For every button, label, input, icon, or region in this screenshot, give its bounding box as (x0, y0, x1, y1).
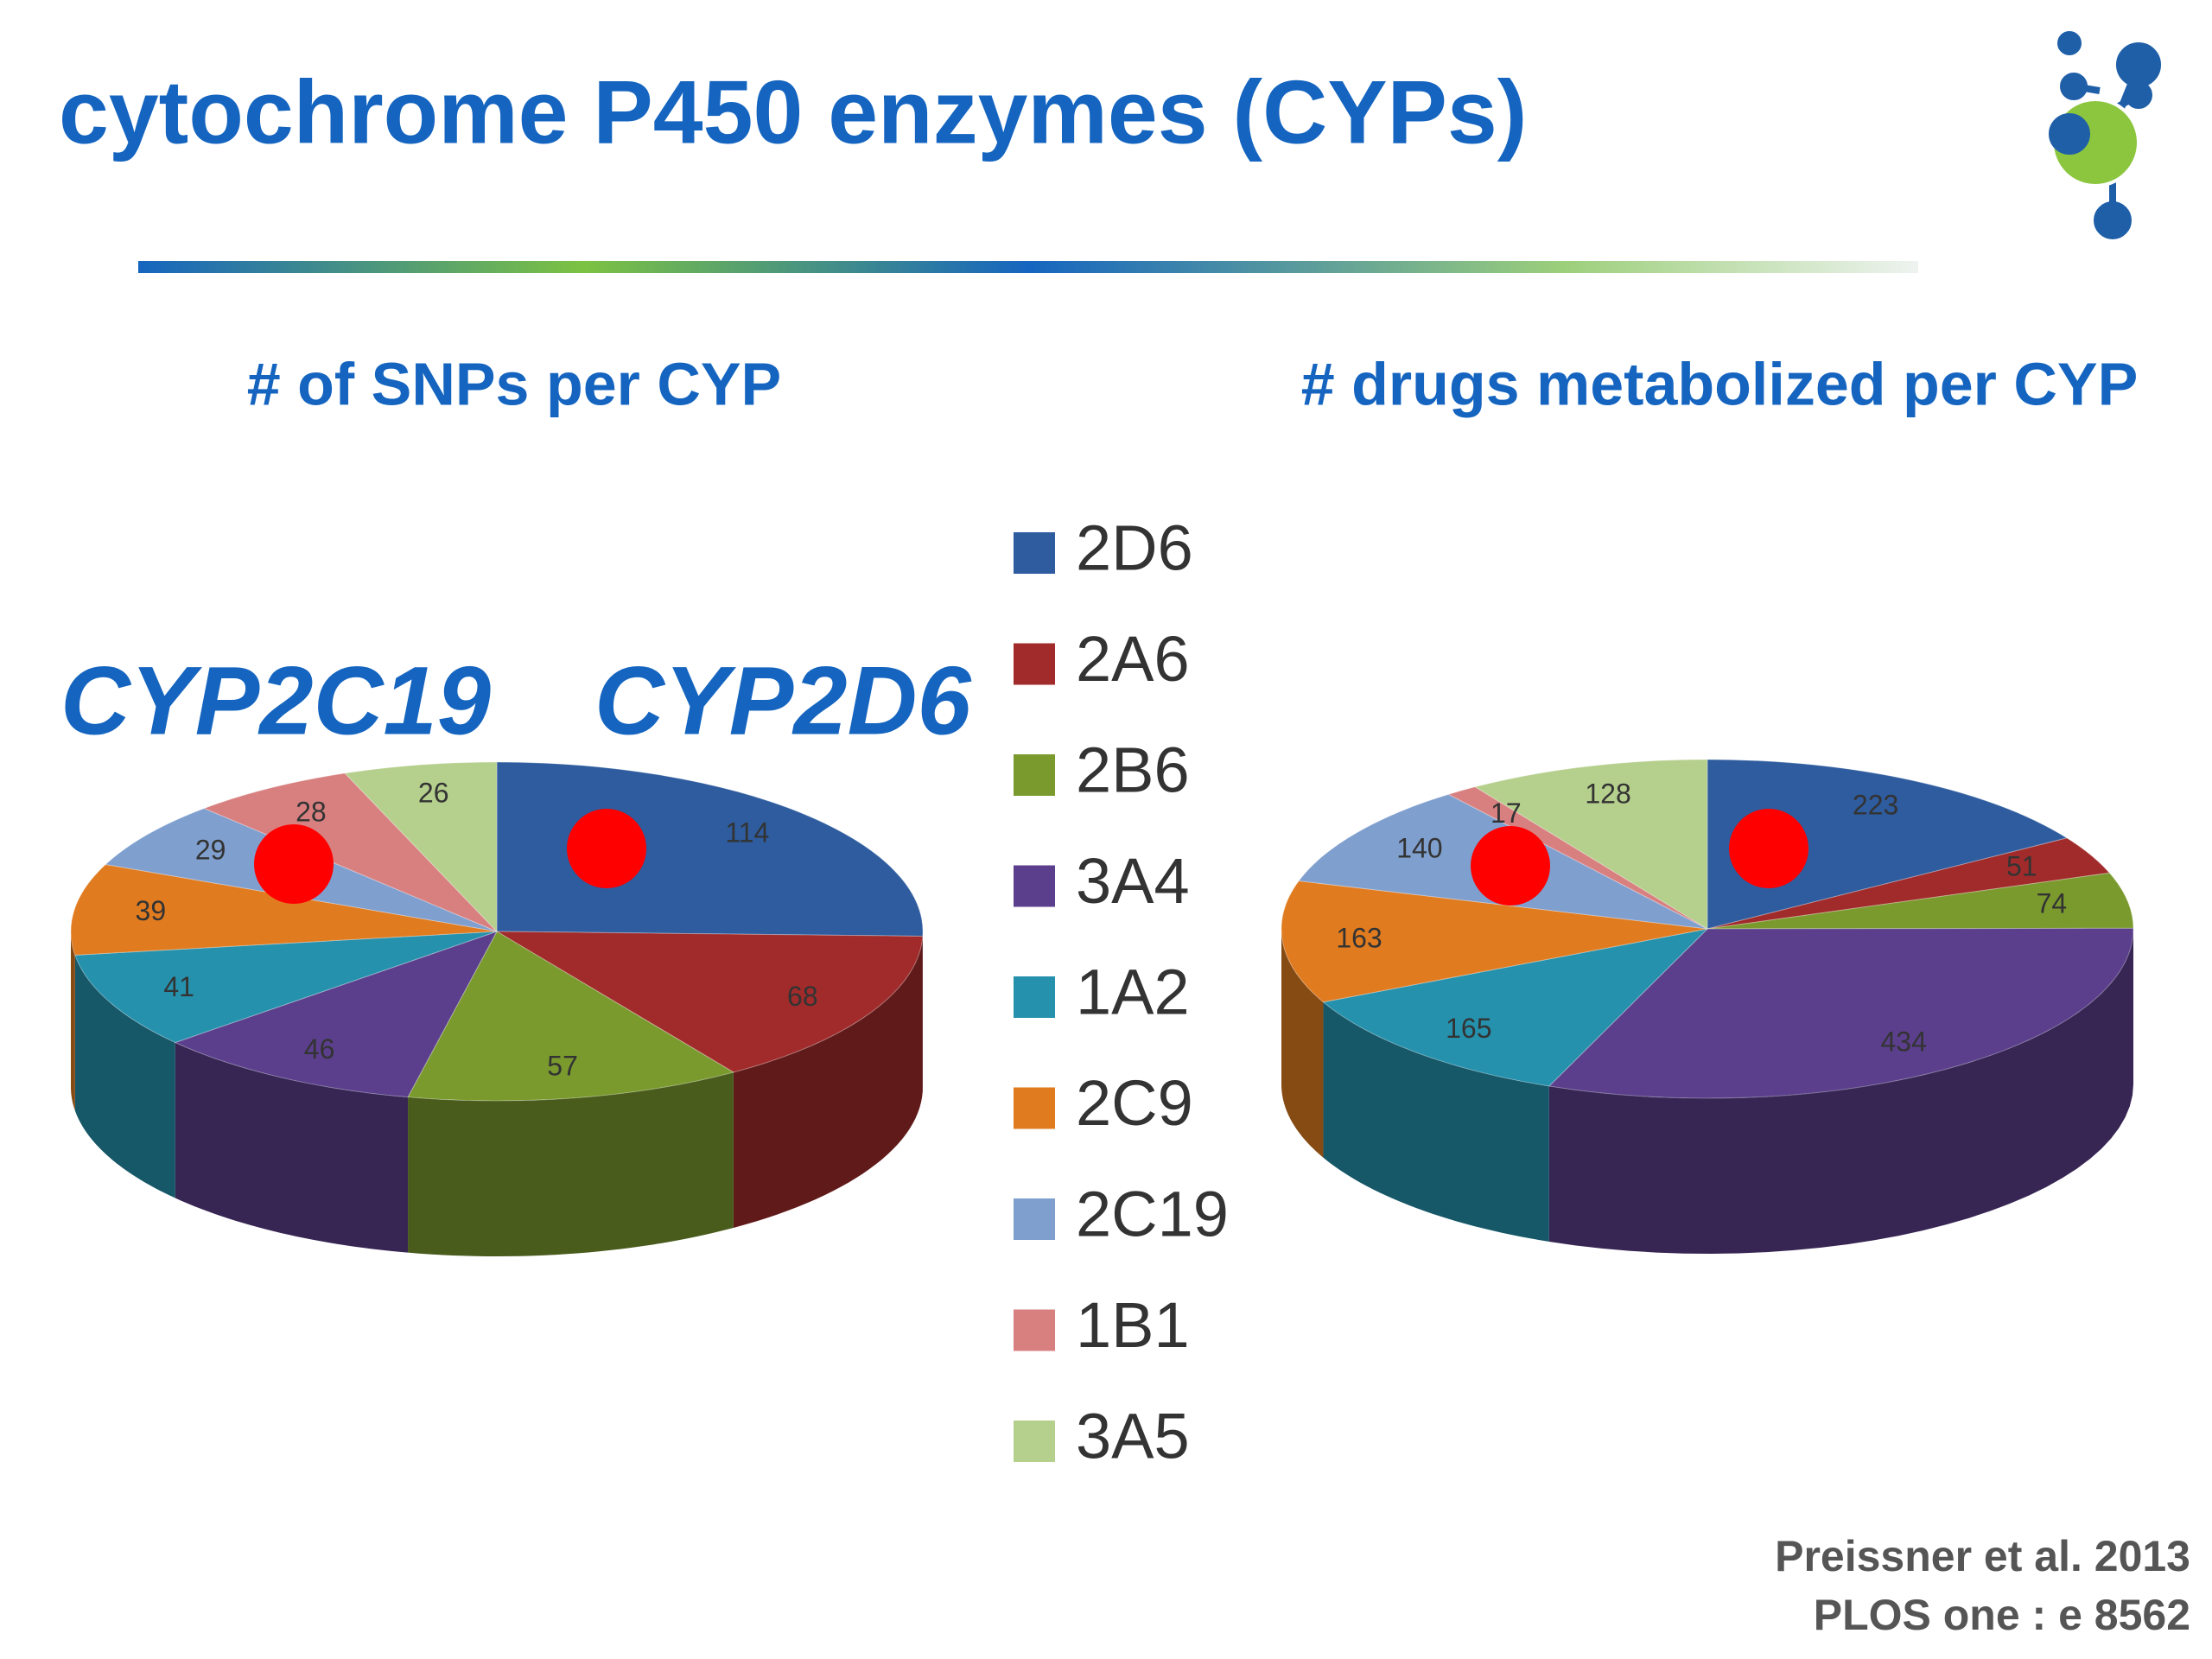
pie-side (175, 1042, 409, 1253)
value-label: 68 (787, 981, 818, 1012)
pie-slice (1707, 837, 2111, 930)
pie-title: # of SNPs per CYP (247, 350, 782, 417)
value-label: 26 (418, 777, 449, 808)
pie-slice (1447, 786, 1708, 930)
pie: 114 68 57 46 41 39 29 28 26 (70, 761, 924, 1256)
source-line: Preissner et al. 2013 (1775, 1532, 2190, 1580)
pie-side (74, 955, 175, 1198)
legend-swatch (1014, 1198, 1055, 1240)
logo (2049, 31, 2161, 239)
legend-swatch (1014, 754, 1055, 796)
legend-label: 2C9 (1076, 1067, 1193, 1139)
value-label: 163 (1336, 922, 1382, 953)
source-line: PLOS one : e 8562 (1814, 1591, 2190, 1639)
value-label: 39 (136, 895, 167, 926)
highlight-dot (567, 809, 646, 888)
slide-title: cytochrome P450 enzymes (CYPs) (59, 62, 1527, 162)
legend-swatch (1014, 1309, 1055, 1351)
pie-slice (202, 772, 498, 932)
value-label: 28 (296, 796, 327, 827)
legend-swatch (1014, 643, 1055, 685)
value-label: 114 (725, 817, 769, 848)
pie-side (408, 1071, 734, 1256)
pie-slice (1281, 880, 1708, 1003)
pie-slice (174, 931, 499, 1098)
value-label: 165 (1446, 1013, 1491, 1044)
annotation: CYP2D6 (594, 647, 971, 755)
highlight-dot (1729, 809, 1808, 888)
legend-label: 1B1 (1076, 1289, 1190, 1361)
pie-title: # drugs metabolized per CYP (1301, 350, 2139, 417)
pie-slice (495, 931, 924, 1073)
pie-slice (344, 761, 498, 933)
annotation: CYP2C19 (60, 647, 491, 755)
pie-slice (496, 761, 924, 938)
value-label: 51 (2006, 850, 2037, 881)
value-label: 41 (163, 971, 194, 1002)
highlight-dot (1471, 826, 1550, 906)
pie-side (71, 931, 75, 1111)
pie-side (733, 936, 923, 1228)
legend-label: 3A5 (1076, 1401, 1190, 1472)
legend-label: 1A2 (1076, 957, 1190, 1028)
legend-swatch (1014, 865, 1055, 907)
value-label: 434 (1880, 1026, 1926, 1057)
legend-label: 2C19 (1076, 1179, 1229, 1250)
pie-slice (407, 931, 735, 1102)
legend-label: 2A6 (1076, 623, 1190, 695)
value-label: 223 (1853, 790, 1898, 821)
title-rule (138, 261, 1918, 273)
pie-slice (70, 863, 498, 956)
legend-swatch (1014, 976, 1055, 1018)
value-label: 140 (1396, 832, 1442, 863)
pie-slice (1548, 927, 2134, 1099)
pie-slice (1473, 759, 1708, 930)
value-label: 46 (304, 1033, 335, 1065)
pie-slice (1707, 759, 2069, 930)
pie-side (1281, 929, 1324, 1158)
legend-swatch (1014, 1087, 1055, 1129)
legend-swatch (1014, 532, 1055, 574)
pie-side (1323, 1001, 1549, 1242)
legend-label: 2B6 (1076, 734, 1190, 806)
legend-label: 2D6 (1076, 512, 1193, 584)
legend-label: 3A4 (1076, 845, 1190, 917)
pie-slice (1322, 928, 1709, 1087)
pie-slice (74, 931, 498, 1044)
legend-swatch (1014, 1421, 1055, 1462)
value-label: 57 (547, 1050, 578, 1081)
pie-slice (1707, 872, 2134, 930)
value-label: 17 (1491, 798, 1522, 829)
value-label: 128 (1585, 778, 1630, 809)
pie-side (1548, 929, 2133, 1254)
value-label: 74 (2037, 887, 2068, 918)
value-label: 29 (195, 834, 226, 865)
highlight-dot (254, 824, 334, 904)
